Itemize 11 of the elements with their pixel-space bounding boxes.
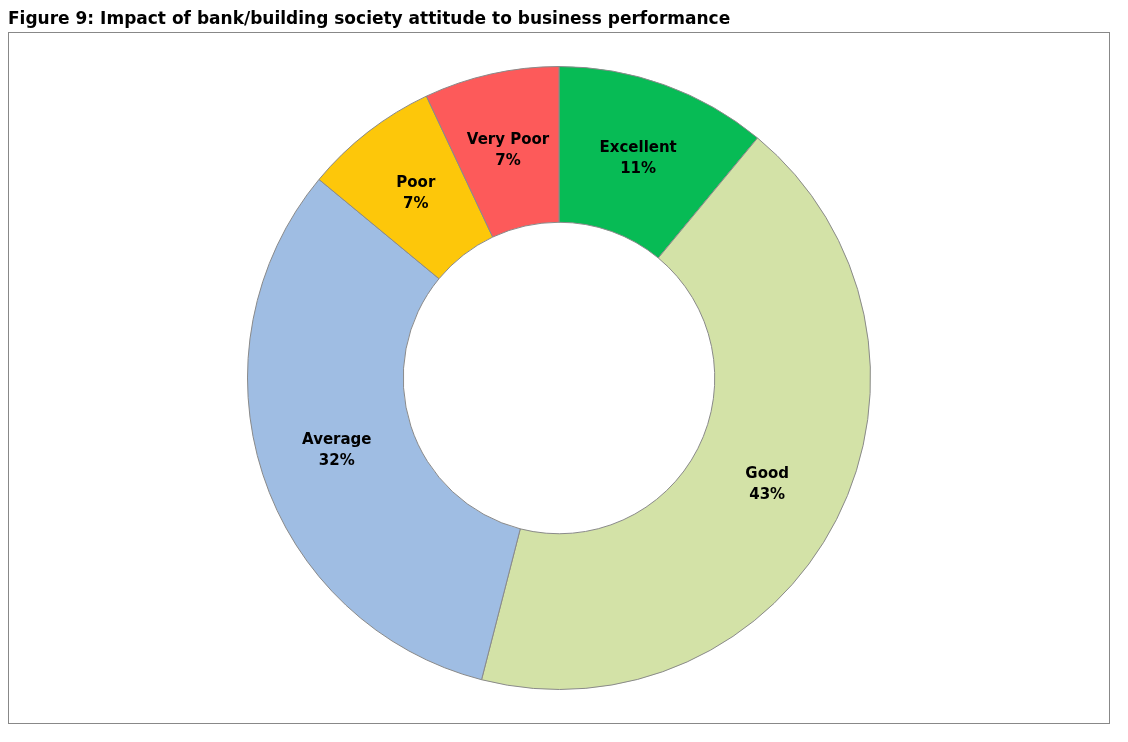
data-label: 32% — [318, 451, 355, 470]
data-label: 11% — [620, 159, 657, 178]
slice-label: Poor — [396, 173, 436, 192]
slice-label: Excellent — [599, 138, 677, 157]
chart-title: Figure 9: Impact of bank/building society attitude to business performance — [8, 8, 732, 28]
slice-label: Average — [302, 430, 372, 449]
data-label: 7% — [403, 194, 429, 213]
data-label: 7% — [495, 150, 521, 169]
slice-label: Good — [745, 463, 789, 482]
data-label: 43% — [749, 484, 786, 503]
slice-label: Very Poor — [466, 129, 550, 148]
